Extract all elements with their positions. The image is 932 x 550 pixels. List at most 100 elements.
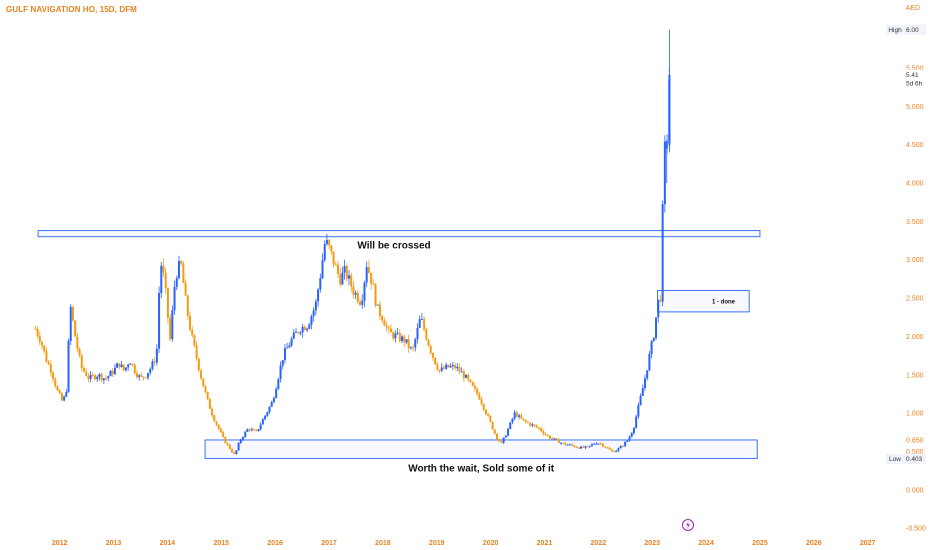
candle-body: [259, 424, 262, 430]
candle-body: [412, 347, 415, 349]
candle-body: [562, 442, 565, 444]
candle-body: [522, 418, 525, 421]
candle-body: [467, 374, 470, 380]
candle-body: [392, 332, 395, 339]
candle-body: [162, 265, 165, 273]
candle-body: [367, 267, 370, 273]
candle-body: [98, 374, 101, 377]
candle-body: [147, 373, 150, 378]
target-box[interactable]: [657, 289, 750, 313]
candle-body: [348, 275, 351, 279]
candle-body: [149, 368, 152, 374]
candle-body: [663, 141, 666, 205]
candle-body: [321, 260, 324, 279]
candle-body: [36, 328, 39, 336]
candle-body: [438, 369, 441, 371]
candle-body: [493, 429, 496, 434]
candle-body: [127, 364, 130, 368]
candle-body: [659, 299, 662, 302]
candle-body: [575, 446, 578, 448]
candle-body: [442, 367, 445, 369]
candle-body: [228, 444, 231, 449]
candle-body: [222, 432, 225, 437]
candle-body: [582, 446, 585, 448]
candle-body: [396, 332, 399, 334]
candle-body: [332, 251, 335, 265]
candle-body: [323, 244, 326, 261]
candle-body: [425, 329, 428, 340]
candle-body: [169, 317, 172, 340]
candle-body: [420, 318, 423, 320]
year-tick-label: 2021: [537, 540, 553, 547]
price-tick-label: 4.500: [906, 142, 924, 149]
candle-body: [451, 364, 454, 367]
candle-body: [608, 447, 611, 450]
candle-body: [215, 421, 218, 425]
candle-body: [266, 412, 269, 416]
year-tick-label: 2025: [752, 540, 768, 547]
candle-body: [418, 319, 421, 328]
candle-body: [80, 355, 83, 368]
candle-body: [491, 421, 494, 430]
candle-body: [533, 424, 536, 426]
candle-body: [54, 378, 57, 387]
candle-body: [462, 371, 465, 378]
candle-body: [500, 441, 503, 443]
candle-body: [564, 443, 567, 445]
candle-body: [436, 364, 439, 370]
support-box[interactable]: [204, 439, 758, 459]
pane-icons: [682, 519, 694, 531]
candle-body: [297, 331, 300, 333]
candle-body: [253, 429, 256, 431]
candle-body: [555, 438, 558, 440]
low-ref-value: 0.650: [906, 437, 924, 444]
candle-body: [473, 385, 476, 389]
price-tick-label: 0.500: [906, 449, 924, 456]
candle-body: [511, 418, 514, 423]
candle-body: [272, 398, 275, 403]
year-tick-label: 2019: [429, 540, 445, 547]
candle-body: [553, 438, 556, 440]
candle-body: [180, 261, 183, 264]
candle-body: [283, 348, 286, 361]
candle-body: [639, 395, 642, 405]
candle-body: [509, 422, 512, 429]
candle-body: [621, 445, 624, 447]
candle-body: [520, 415, 523, 419]
price-tick-label: 5.500: [906, 66, 924, 73]
candle-body: [434, 357, 437, 365]
candle-body: [610, 449, 613, 452]
chart-title: GULF NAVIGATION HO, 15D, DFM: [6, 5, 137, 14]
candle-body: [560, 442, 563, 444]
candle-body: [279, 365, 282, 380]
price-tick-label: 3.500: [906, 219, 924, 226]
candle-body: [175, 278, 178, 287]
candle-body: [151, 361, 154, 369]
candle-body: [286, 347, 289, 349]
candle-body: [613, 451, 616, 453]
candle-body: [652, 338, 655, 342]
candle-body: [458, 366, 461, 372]
current-price-tag-value: 5.41: [906, 72, 919, 79]
candle-body: [378, 304, 381, 317]
annotation-boxes: Will be crossed Worth the wait, Sold some…: [37, 230, 761, 474]
candle-body: [96, 376, 99, 380]
candle-body: [257, 429, 260, 431]
candle-body: [513, 412, 516, 419]
candle-body: [197, 358, 200, 371]
resistance-box[interactable]: [37, 230, 761, 238]
candle-body: [87, 376, 90, 379]
candle-body: [345, 265, 348, 279]
candle-body: [288, 345, 291, 348]
candle-body: [74, 320, 77, 337]
candle-body: [617, 448, 620, 451]
candle-body: [186, 295, 189, 316]
candle-body: [133, 364, 136, 374]
candle-body: [571, 444, 574, 446]
candle-body: [343, 265, 346, 273]
candle-body: [336, 264, 339, 274]
candle-body: [359, 301, 362, 305]
candle-body: [454, 364, 457, 369]
price-tick-label: 5.000: [906, 104, 924, 111]
